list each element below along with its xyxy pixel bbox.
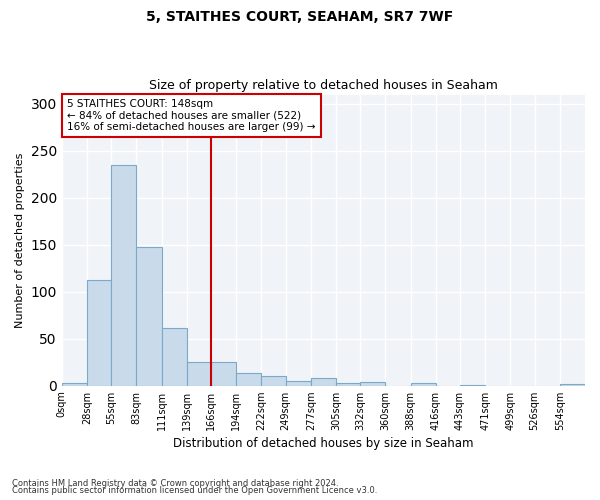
Bar	[187, 362, 211, 386]
Bar	[311, 378, 336, 386]
Title: Size of property relative to detached houses in Seaham: Size of property relative to detached ho…	[149, 79, 498, 92]
Bar	[410, 383, 436, 386]
Y-axis label: Number of detached properties: Number of detached properties	[15, 152, 25, 328]
X-axis label: Distribution of detached houses by size in Seaham: Distribution of detached houses by size …	[173, 437, 473, 450]
Bar	[136, 246, 161, 386]
Bar	[211, 362, 236, 386]
Bar	[62, 383, 87, 386]
Bar	[460, 385, 485, 386]
Bar	[161, 328, 187, 386]
Bar	[360, 382, 385, 386]
Text: Contains HM Land Registry data © Crown copyright and database right 2024.: Contains HM Land Registry data © Crown c…	[12, 478, 338, 488]
Bar	[560, 384, 585, 386]
Text: 5, STAITHES COURT, SEAHAM, SR7 7WF: 5, STAITHES COURT, SEAHAM, SR7 7WF	[146, 10, 454, 24]
Bar	[286, 381, 311, 386]
Text: Contains public sector information licensed under the Open Government Licence v3: Contains public sector information licen…	[12, 486, 377, 495]
Bar	[111, 165, 136, 386]
Text: 5 STAITHES COURT: 148sqm
← 84% of detached houses are smaller (522)
16% of semi-: 5 STAITHES COURT: 148sqm ← 84% of detach…	[67, 99, 316, 132]
Bar	[336, 383, 360, 386]
Bar	[262, 376, 286, 386]
Bar	[236, 374, 262, 386]
Bar	[87, 280, 111, 386]
